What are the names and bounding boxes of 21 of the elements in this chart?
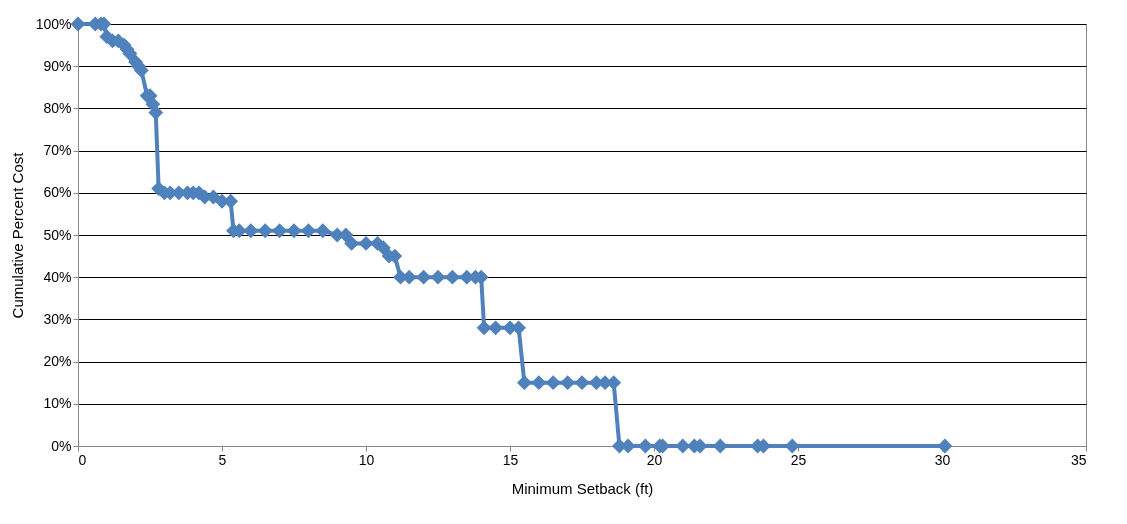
x-tick-label: 35 [1070, 451, 1087, 468]
x-tick-label: 20 [646, 451, 663, 468]
y-tick-label: 30% [43, 310, 72, 327]
y-tick-label: 20% [43, 353, 72, 370]
x-tick-label: 30 [934, 451, 951, 468]
y-axis-title: Cumulative Percent Cost [8, 151, 26, 319]
y-tick-label: 100% [35, 15, 72, 32]
y-tick-label: 90% [43, 57, 72, 74]
y-tick-label: 40% [43, 268, 72, 285]
y-tick-label: 80% [43, 99, 72, 116]
y-tick-label: 0% [51, 437, 72, 454]
x-tick-label: 25 [790, 451, 807, 468]
x-tick-label: 5 [218, 451, 227, 468]
x-tick-label: 15 [502, 451, 519, 468]
x-axis-title: Minimum Setback (ft) [511, 479, 654, 497]
x-tick-label: 0 [78, 451, 87, 468]
x-tick-label: 10 [358, 451, 375, 468]
y-tick-label: 10% [43, 395, 72, 412]
y-tick-label: 50% [43, 226, 72, 243]
y-tick-label: 60% [43, 184, 72, 201]
y-tick-label: 70% [43, 142, 72, 159]
